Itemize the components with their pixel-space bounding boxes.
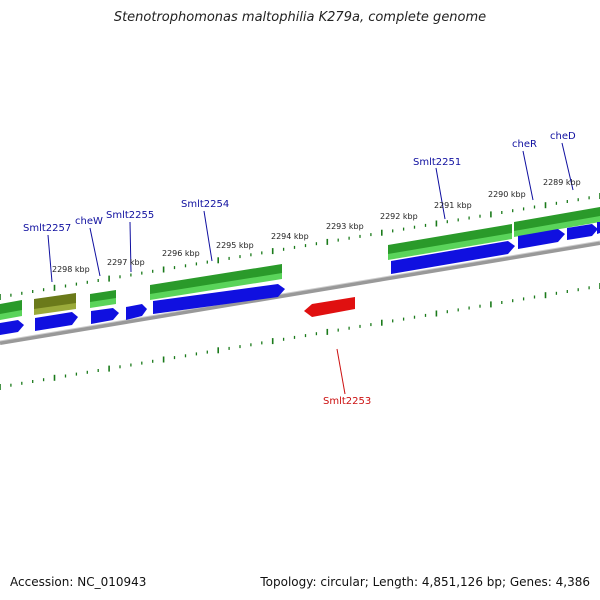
gene-label-smlt2251[interactable]: Smlt2251 bbox=[413, 157, 461, 168]
gene-band-light bbox=[150, 273, 282, 300]
gene-band-light bbox=[90, 298, 116, 308]
gene-label-smlt2255[interactable]: Smlt2255 bbox=[106, 210, 154, 221]
gene-band-light bbox=[34, 303, 76, 315]
gene-label-chew[interactable]: cheW bbox=[75, 216, 103, 227]
map-title: Stenotrophomonas maltophilia K279a, comp… bbox=[113, 10, 487, 25]
cds-arrow[interactable] bbox=[518, 229, 565, 249]
cds-arrow[interactable] bbox=[35, 312, 78, 331]
cds-arrow[interactable] bbox=[597, 222, 600, 234]
scale-label: 2295 kbp bbox=[216, 241, 254, 250]
cds-arrow[interactable] bbox=[153, 284, 285, 314]
cds-reverse-track bbox=[304, 297, 355, 317]
tick-row-lower bbox=[0, 283, 600, 390]
scale-labels: 2298 kbp 2297 kbp 2296 kbp 2295 kbp 2294… bbox=[52, 178, 581, 274]
scale-label: 2294 kbp bbox=[271, 232, 309, 241]
scale-label: 2289 kbp bbox=[543, 178, 581, 187]
scale-label: 2290 kbp bbox=[488, 190, 526, 199]
cds-arrow[interactable] bbox=[0, 320, 24, 335]
genome-stats-text: Topology: circular; Length: 4,851,126 bp… bbox=[260, 575, 590, 589]
cds-arrow[interactable] bbox=[567, 224, 598, 240]
scale-label: 2298 kbp bbox=[52, 265, 90, 274]
cds-arrow-reverse[interactable] bbox=[304, 297, 355, 317]
gene-band-track bbox=[0, 207, 600, 320]
scale-label: 2292 kbp bbox=[380, 212, 418, 221]
cds-arrow[interactable] bbox=[91, 308, 119, 324]
scale-label: 2297 kbp bbox=[107, 258, 145, 267]
scale-label: 2293 kbp bbox=[326, 222, 364, 231]
gene-label-smlt2257[interactable]: Smlt2257 bbox=[23, 223, 71, 234]
cds-forward-track bbox=[0, 222, 600, 335]
cds-arrow[interactable] bbox=[391, 241, 515, 274]
cds-arrow[interactable] bbox=[126, 304, 147, 320]
gene-labels: Smlt2257 cheW Smlt2255 Smlt2254 Smlt2251… bbox=[23, 131, 576, 407]
scale-label: 2296 kbp bbox=[162, 249, 200, 258]
gene-label-smlt2254[interactable]: Smlt2254 bbox=[181, 199, 229, 210]
scale-label: 2291 kbp bbox=[434, 201, 472, 210]
backbone bbox=[0, 240, 600, 345]
gene-label-smlt2253[interactable]: Smlt2253 bbox=[323, 396, 371, 407]
gene-band-light bbox=[514, 216, 600, 237]
gene-label-cher[interactable]: cheR bbox=[512, 139, 537, 150]
gene-band-light bbox=[0, 310, 22, 320]
label-leaders bbox=[47, 142, 574, 395]
accession-text: Accession: NC_010943 bbox=[10, 575, 147, 589]
tick-row-upper bbox=[0, 193, 600, 300]
gene-label-ched[interactable]: cheD bbox=[550, 131, 576, 142]
gene-band-light bbox=[388, 233, 512, 260]
